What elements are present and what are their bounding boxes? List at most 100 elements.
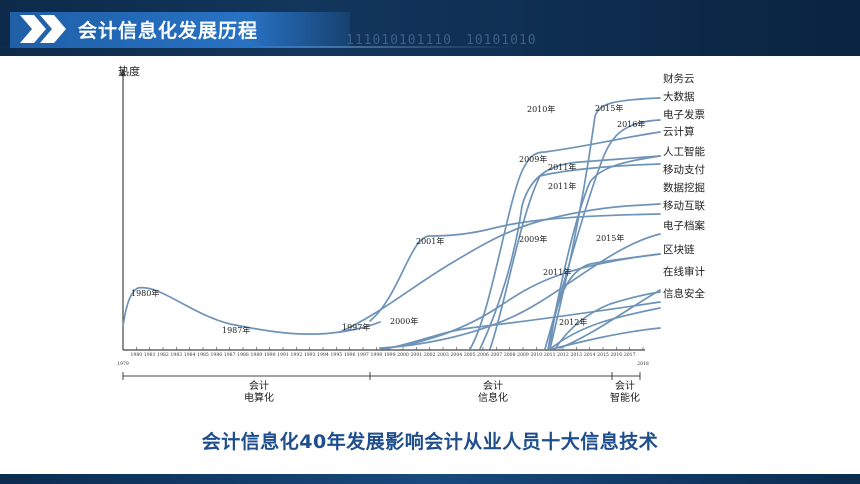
trend-curve: [549, 253, 661, 350]
trend-curve: [122, 286, 381, 335]
year-tick-label: 1984: [184, 352, 196, 358]
year-tick-label: 2003: [437, 352, 449, 358]
caption: 会计信息化40年发展影响会计从业人员十大信息技术: [201, 431, 659, 453]
year-annotation: 2012年: [559, 317, 587, 327]
era-label-line2: 智能化: [610, 391, 640, 404]
year-tick-label: 1991: [277, 352, 289, 358]
year-tick-label: 1980: [130, 352, 142, 358]
year-annotation: 2009年: [519, 154, 547, 164]
technology-label: 电子档案: [663, 219, 705, 232]
year-annotation: 1997年: [342, 322, 370, 332]
year-annotation: 2011年: [548, 181, 576, 191]
year-tick-label: 1990: [264, 352, 276, 358]
header-bar: 111010101110 10101010 会计信息化发展历程: [0, 0, 860, 56]
year-tick-label: 2002: [424, 352, 436, 358]
trend-curve: [549, 307, 661, 350]
trend-curve: [547, 155, 661, 350]
year-tick-label: 1982: [157, 352, 169, 358]
year-annotation: 2011年: [548, 162, 576, 172]
year-tick-label: 1981: [144, 352, 156, 358]
year-annotation: 2000年: [390, 316, 418, 326]
year-annotation: 2016年: [617, 119, 645, 129]
year-annotations: 1980年 1987年 1997年 2000年 2001年 2009年 2010年 2015年…: [131, 103, 645, 335]
technology-labels: 财务云大数据电子发票云计算人工智能移动支付数据挖掘移动互联电子档案区块链在线审计…: [663, 72, 705, 300]
technology-label: 人工智能: [663, 145, 705, 158]
year-tick-label: 2009: [517, 352, 529, 358]
y-axis-label: 热度: [118, 64, 140, 78]
technology-label: 数据挖掘: [663, 181, 705, 194]
year-tick-label: 1997: [357, 352, 369, 358]
year-tick-label: 2010: [530, 352, 542, 358]
year-tick-label: 2016: [610, 352, 622, 358]
year-tick-label: 2015: [597, 352, 609, 358]
technology-label: 大数据: [663, 90, 695, 103]
year-tick-label: 2017: [624, 352, 636, 358]
technology-label: 信息安全: [663, 287, 705, 300]
trend-curve: [554, 291, 661, 350]
trend-curve: [339, 203, 661, 333]
year-tick-label: 2018: [637, 361, 649, 367]
footer-bar: [0, 474, 860, 484]
era-label-line2: 信息化: [478, 391, 508, 404]
year-tick-label: 1988: [237, 352, 249, 358]
trend-curve: [551, 327, 661, 350]
year-tick-label: 1983: [170, 352, 182, 358]
era-label-line1: 会计: [483, 379, 503, 392]
trend-curve: [369, 213, 661, 322]
era-label-line1: 会计: [615, 379, 635, 392]
year-tick-label: 2000: [397, 352, 409, 358]
year-tick-label: 2006: [477, 352, 489, 358]
trend-curve: [479, 155, 661, 350]
page-title: 会计信息化发展历程: [78, 20, 259, 42]
trend-curve: [379, 233, 661, 349]
year-tick-label: 2001: [410, 352, 422, 358]
year-annotation: 1980年: [131, 288, 159, 298]
trend-curve: [559, 289, 661, 349]
technology-curves: [122, 97, 661, 350]
axes: [120, 68, 645, 377]
technology-label: 在线审计: [663, 265, 705, 278]
year-tick-label: 1987: [224, 352, 236, 358]
year-tick-label: 1995: [330, 352, 342, 358]
technology-label: 电子发票: [663, 108, 705, 121]
year-annotation: 2011年: [543, 267, 571, 277]
technology-label: 财务云: [663, 72, 695, 85]
year-tick-label: 1989: [250, 352, 262, 358]
technology-label: 移动互联: [663, 199, 705, 212]
year-tick-label: 1985: [197, 352, 209, 358]
trend-curve: [549, 97, 661, 350]
year-tick-label: 2004: [450, 352, 462, 358]
year-tick-label: 2007: [490, 352, 502, 358]
year-tick-label: 1986: [210, 352, 222, 358]
year-tick-label: 2008: [504, 352, 516, 358]
year-tick-label: 1999: [384, 352, 396, 358]
double-chevron-icon: [20, 15, 66, 43]
trend-curve: [469, 131, 661, 350]
year-annotation: 2015年: [596, 233, 624, 243]
technology-label: 云计算: [663, 125, 695, 138]
title-tab: [10, 12, 350, 48]
year-tick-label: 1993: [304, 352, 316, 358]
era-label-line2: 电算化: [244, 391, 274, 404]
trend-curve: [379, 253, 661, 350]
year-annotation: 2015年: [595, 103, 623, 113]
year-tick-label: 2012: [557, 352, 569, 358]
year-tick-label: 1992: [290, 352, 302, 358]
year-tick-label: 2013: [570, 352, 582, 358]
year-tick-label: 2005: [464, 352, 476, 358]
year-tick-label: 1994: [317, 352, 329, 358]
binary-decoration: 111010101110: [346, 33, 452, 48]
year-annotation: 2009年: [519, 234, 547, 244]
technology-label: 区块链: [663, 243, 695, 256]
year-tick-label: 2014: [584, 352, 596, 358]
binary-decoration: 10101010: [466, 33, 537, 48]
year-annotation: 1987年: [222, 325, 250, 335]
technology-label: 移动支付: [663, 163, 705, 176]
year-tick-label: 1998: [370, 352, 382, 358]
year-tick-label: 2011: [544, 352, 556, 358]
year-annotation: 2001年: [416, 236, 444, 246]
trend-curve: [489, 163, 661, 350]
